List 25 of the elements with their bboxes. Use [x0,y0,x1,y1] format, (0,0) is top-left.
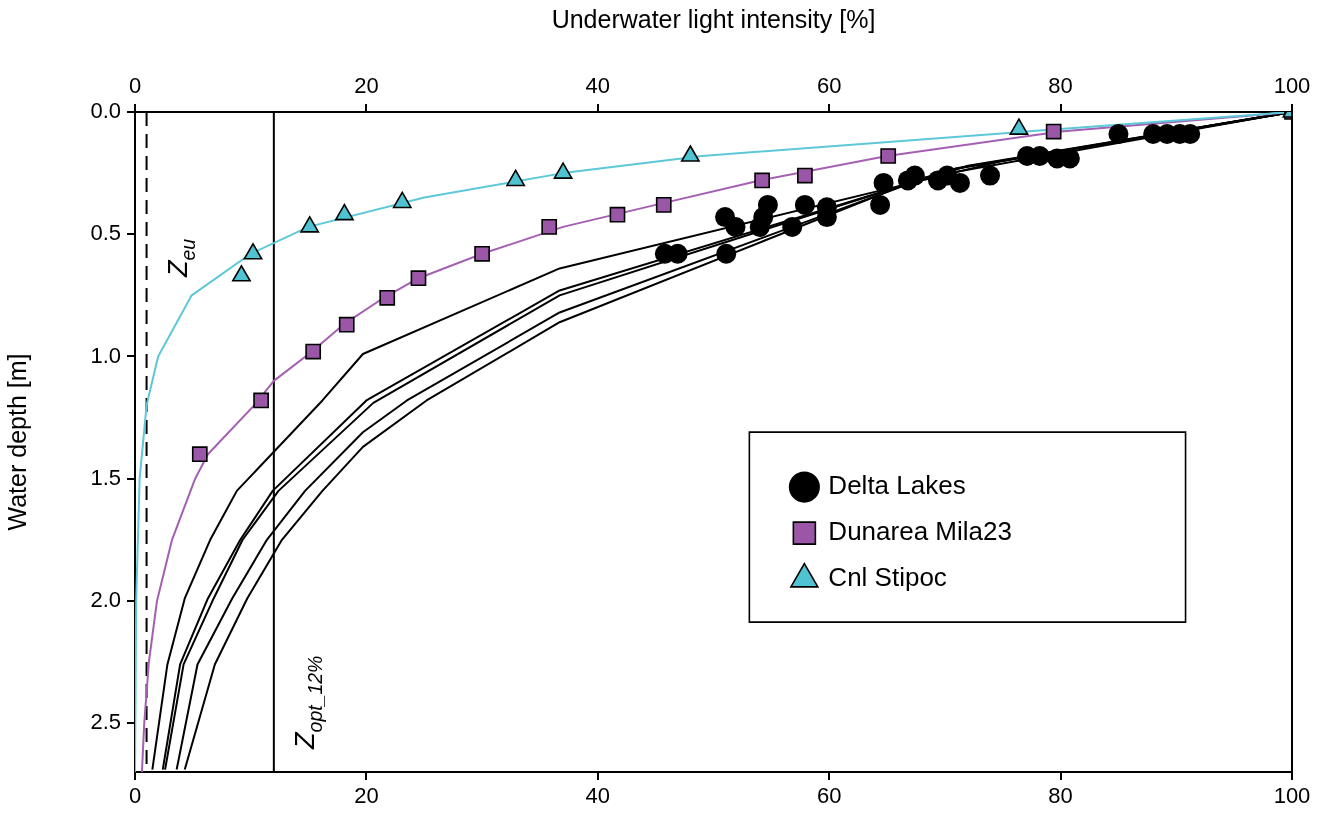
x2-tick-label: 0 [128,72,142,98]
y-tick-label: 0.0 [90,98,121,124]
y-tick-label: 1.0 [90,342,121,368]
legend-label: Cnl Stipoc [828,562,947,593]
legend-label: Delta Lakes [828,470,966,501]
y-tick-label: 2.5 [90,709,121,735]
x2-axis-title: Underwater light intensity [%] [551,4,876,33]
y-axis-title: Water depth [m] [2,353,31,531]
x2-tick-label: 60 [816,72,842,98]
ref-line-label: Zopt_12% [289,655,326,750]
ref-line-label: Zeu [162,238,199,278]
legend-label: Dunarea Mila23 [828,516,1012,547]
x-tick-label: 80 [1048,783,1073,809]
x-tick-label: 100 [1273,783,1311,809]
x-tick-label: 60 [816,783,842,809]
x2-tick-label: 40 [585,72,611,98]
y-tick-label: 2.0 [90,586,121,612]
x2-tick-label: 80 [1048,72,1073,98]
x-tick-label: 0 [128,783,142,809]
y-tick-label: 1.5 [90,464,121,490]
x-tick-label: 40 [585,783,611,809]
x-tick-label: 20 [354,783,379,809]
y-tick-label: 0.5 [90,220,121,246]
x2-tick-label: 20 [354,72,379,98]
x2-tick-label: 100 [1273,72,1311,98]
